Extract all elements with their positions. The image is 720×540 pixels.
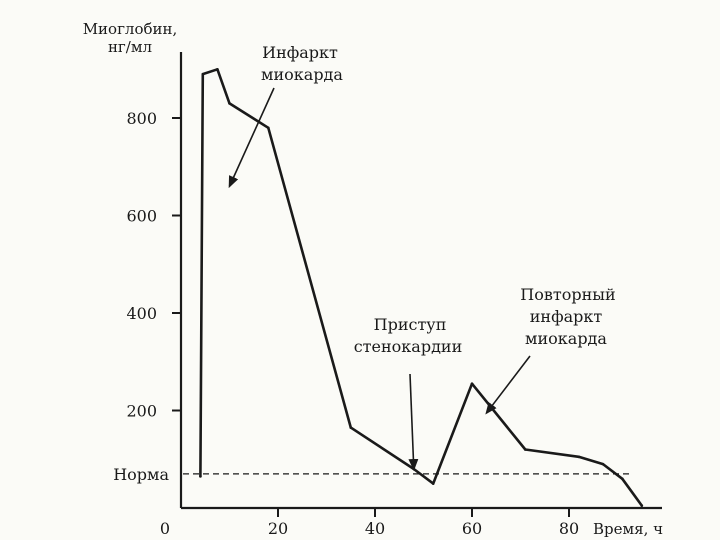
y-axis-title-line-1: Миоглобин,	[83, 20, 178, 38]
data-point-7	[431, 482, 435, 485]
data-point-12	[621, 477, 624, 481]
x-tick-label-40: 40	[365, 519, 385, 538]
x-tick-label-60: 60	[462, 519, 482, 538]
y-tick-label-200: 200	[126, 402, 157, 421]
annotation-angina: Приступ стенокардии	[354, 315, 463, 471]
annotation-infarction-arrow	[228, 87, 275, 189]
x-tick-label-80: 80	[559, 519, 579, 538]
annotation-reinfarction-line-2: инфаркт	[530, 307, 603, 326]
y-axis-title-line-2: нг/мл	[108, 38, 152, 56]
data-point-8	[470, 382, 474, 385]
data-point-1	[201, 72, 205, 76]
data-point-4	[267, 126, 270, 130]
data-point-10	[577, 455, 580, 459]
x-tick-label-0: 0	[160, 519, 170, 538]
annotation-infarction-line-2: миокарда	[261, 65, 343, 84]
annotation-reinfarction-line-3: миокарда	[525, 329, 607, 348]
annotation-reinfarction-arrow	[485, 355, 531, 415]
x-axis-title: Время, ч	[593, 520, 663, 538]
data-point-3	[228, 102, 231, 105]
annotation-infarction: Инфаркт миокарда	[228, 43, 343, 189]
data-point-2	[216, 67, 219, 71]
myoglobin-series-line	[199, 68, 644, 507]
axis-ticks: 800 600 400 200 0 20 40 60 80	[126, 109, 579, 538]
annotation-infarction-line-1: Инфаркт	[262, 43, 338, 62]
annotation-angina-line-1: Приступ	[374, 315, 447, 334]
y-tick-label-800: 800	[126, 109, 157, 128]
data-point-0	[199, 475, 202, 478]
norm-label: Норма	[113, 465, 169, 484]
y-tick-label-600: 600	[126, 207, 157, 226]
annotation-angina-arrow	[408, 373, 419, 471]
annotation-reinfarction-line-1: Повторный	[520, 285, 615, 304]
data-point-5	[349, 426, 353, 429]
data-point-13	[640, 504, 644, 507]
series-points	[199, 67, 644, 507]
y-tick-label-400: 400	[126, 304, 157, 323]
data-point-9	[524, 448, 527, 451]
data-point-11	[601, 462, 605, 466]
annotation-reinfarction: Повторный инфаркт миокарда	[485, 285, 616, 415]
annotation-angina-line-2: стенокардии	[354, 337, 463, 356]
x-tick-label-20: 20	[268, 519, 288, 538]
